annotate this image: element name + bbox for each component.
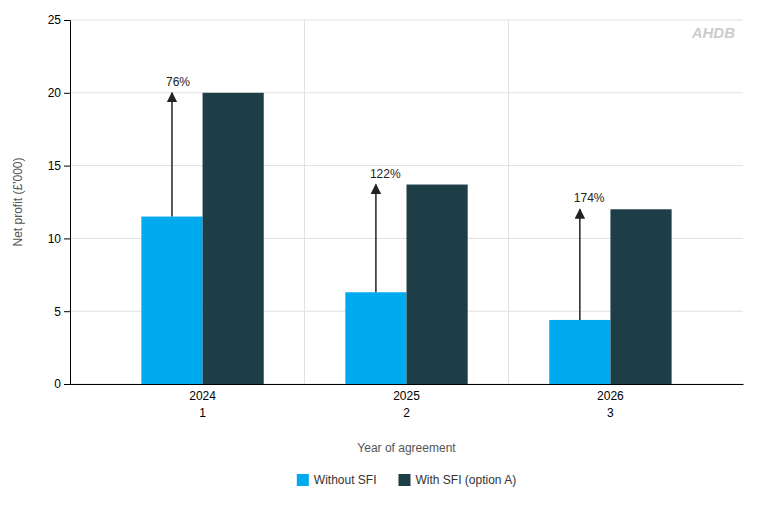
x-axis: 2024 1 2025 2 2026 3	[71, 385, 744, 421]
x-tick-label: 2	[403, 406, 410, 420]
bar	[345, 292, 406, 384]
y-tick-label: 15	[48, 159, 62, 173]
y-tick: 25	[48, 13, 70, 27]
y-tick: 5	[54, 305, 70, 319]
x-tick-label: 1	[199, 406, 206, 420]
legend-label: Without SFI	[314, 473, 377, 487]
annotation-label: 76%	[166, 75, 190, 89]
y-axis: 0 5 10 15 20 25	[48, 13, 71, 391]
legend-swatch	[297, 474, 309, 486]
x-tick: 2025 2	[393, 389, 420, 420]
x-tick-label: 2024	[189, 389, 216, 403]
y-tick-label: 20	[48, 86, 62, 100]
legend-swatch	[398, 474, 410, 486]
marks	[141, 93, 671, 384]
change-arrow	[375, 185, 377, 293]
y-tick: 20	[48, 86, 70, 100]
x-tick-label: 3	[607, 406, 614, 420]
watermark: AHDB	[691, 24, 735, 41]
plot: 051015202520241202522026376%122%174%	[48, 13, 744, 420]
grid-line	[70, 165, 743, 166]
y-tick-mark	[64, 311, 70, 312]
y-tick: 0	[54, 377, 70, 391]
annotations: 76% 122% 174%	[166, 75, 605, 205]
x-tick-label: 2025	[393, 389, 420, 403]
x-axis-line	[71, 384, 744, 385]
x-tick: 2024 1	[189, 389, 216, 420]
annotation-label: 122%	[370, 167, 401, 181]
y-tick-mark	[64, 20, 70, 21]
legend-item: Without SFI	[297, 473, 377, 487]
series	[203, 93, 672, 384]
bar	[549, 320, 610, 384]
change-arrow	[579, 209, 581, 320]
y-tick-mark	[64, 166, 70, 167]
grid-line	[70, 20, 743, 21]
y-tick: 10	[48, 232, 70, 246]
x-tick-label: 2026	[597, 389, 624, 403]
y-axis-title: Net profit (£'000)	[11, 157, 25, 246]
grid-line	[70, 92, 743, 93]
annotation-label: 174%	[574, 191, 605, 205]
x-tick: 2026 3	[597, 389, 624, 420]
legend-item: With SFI (option A)	[398, 473, 516, 487]
y-tick-label: 0	[54, 377, 61, 391]
y-tick-label: 25	[48, 13, 62, 27]
group-divider	[508, 20, 509, 384]
legend-label: With SFI (option A)	[415, 473, 516, 487]
grid	[70, 20, 743, 384]
bar	[141, 217, 202, 384]
y-tick-mark	[64, 93, 70, 94]
bar	[610, 209, 671, 384]
y-tick-label: 10	[48, 232, 62, 246]
y-tick-mark	[64, 384, 70, 385]
bar	[203, 93, 264, 384]
y-tick: 15	[48, 159, 70, 173]
bar	[407, 185, 468, 384]
y-tick-label: 5	[54, 305, 61, 319]
y-axis-line	[64, 21, 71, 385]
y-tick-mark	[64, 238, 70, 239]
group-divider	[304, 20, 305, 384]
chart: 051015202520241202522026376%122%174%AHDB…	[0, 0, 768, 509]
x-axis-title: Year of agreement	[357, 441, 456, 455]
change-arrow	[171, 93, 173, 217]
legend: Without SFI With SFI (option A)	[297, 473, 516, 487]
